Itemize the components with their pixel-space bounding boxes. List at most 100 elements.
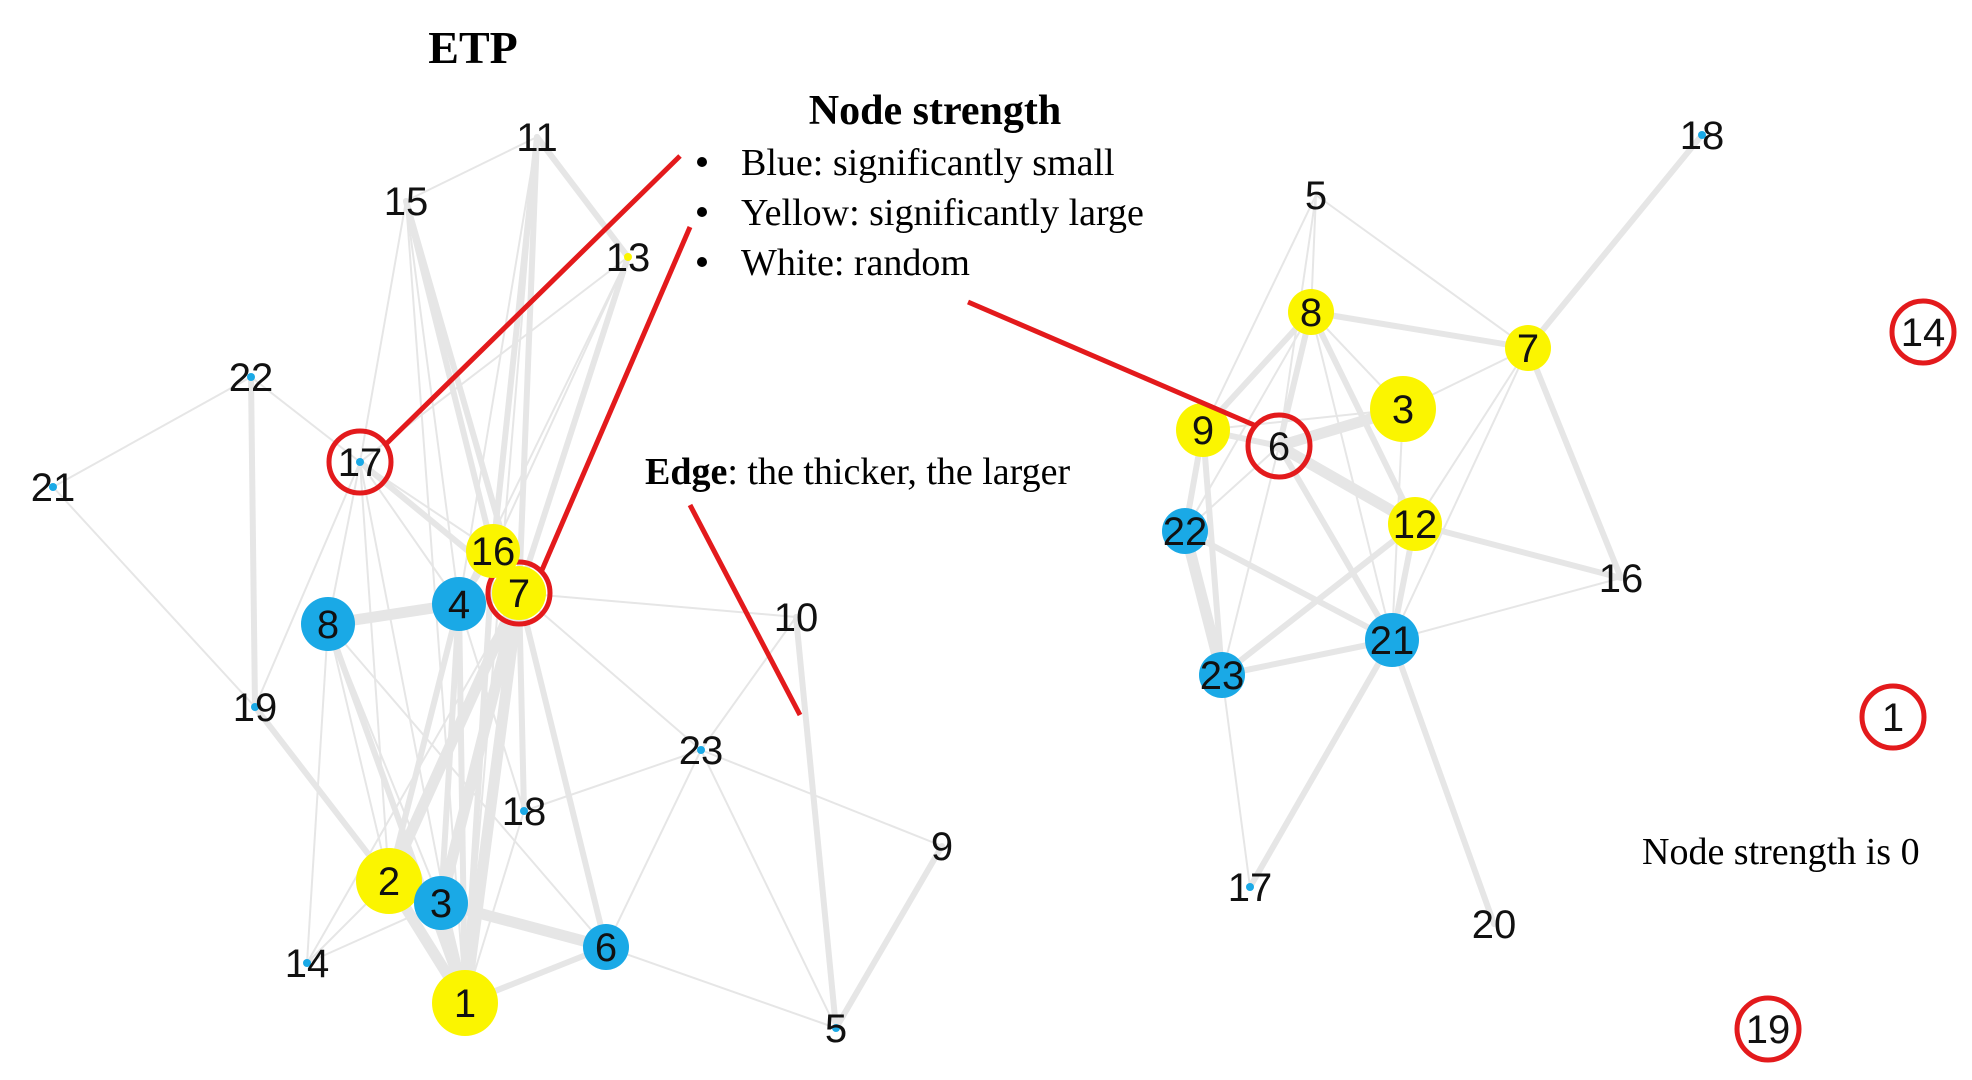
right-node-3-label: 3 (1392, 388, 1414, 432)
right-edge-5-7 (1315, 194, 1529, 349)
left-edge-4-11 (458, 136, 538, 605)
left-edge-17-22 (250, 376, 361, 463)
left-edge-7-11 (516, 134, 540, 596)
left-edge-6-23 (605, 749, 702, 948)
left-edge-19-22 (248, 374, 258, 710)
left-node-10-label: 10 (774, 596, 819, 640)
right-node-21: 21 (1365, 613, 1419, 667)
left-node-16: 16 (466, 524, 520, 578)
left-node-7-label: 7 (508, 572, 530, 616)
left-edge-2-17 (359, 461, 390, 882)
left-edge-23-5 (700, 749, 837, 1029)
left-edge-1-8 (325, 621, 468, 1006)
right-edge-22-21 (1182, 528, 1395, 643)
right-edge-9-23 (1200, 427, 1225, 678)
right-node-8: 8 (1288, 289, 1334, 335)
left-node-4-label: 4 (448, 583, 470, 627)
legend-bullet-blue (697, 157, 707, 167)
left-edge-4-18 (458, 603, 525, 812)
annotation-pointers (382, 154, 1255, 717)
legend: Node strength Blue: significantly small … (697, 88, 1144, 284)
right-node-5: 5 (1305, 174, 1327, 218)
right-node-8-label: 8 (1300, 291, 1322, 335)
right-edge-6-23 (1221, 445, 1280, 676)
left-edge-3-6 (435, 897, 612, 953)
left-edge-5-9 (833, 843, 945, 1031)
edge-note: Edge: the thicker, the larger (645, 451, 1071, 493)
left-edge-16-13 (492, 256, 629, 552)
left-node-2: 2 (356, 848, 422, 914)
left-node-7-marker (492, 566, 546, 620)
left-node-2-marker (356, 848, 422, 914)
left-node-14: 14 (285, 942, 330, 986)
right-node-23-label: 23 (1200, 654, 1245, 698)
legend-bullet-yellow (697, 207, 707, 217)
left-node-7-highlight-ring (485, 559, 553, 627)
right-edge-9-3 (1202, 408, 1404, 431)
left-node-10: 10 (774, 596, 819, 640)
left-node-16-marker (466, 524, 520, 578)
right-node-21-marker (1365, 613, 1419, 667)
right-node-20: 20 (1472, 903, 1517, 947)
left-node-13: 13 (606, 236, 651, 280)
isolated-node-19-label: 19 (1746, 1008, 1791, 1052)
left-edge-22-21 (52, 376, 252, 488)
right-node-12-label: 12 (1393, 503, 1438, 547)
left-edge-6-5 (605, 946, 837, 1029)
left-node-14-label: 14 (285, 942, 330, 986)
left-node-17-highlight-ring (326, 428, 394, 496)
isolated-node-14-label: 14 (1901, 311, 1946, 355)
left-edge-2-4 (386, 601, 462, 884)
left-edge-2-19 (252, 704, 392, 884)
left-node-6: 6 (583, 924, 629, 970)
left-node-6-marker (583, 924, 629, 970)
left-node-4: 4 (432, 577, 486, 631)
left-node-5-label: 5 (825, 1007, 847, 1051)
right-node-22: 22 (1162, 508, 1208, 554)
right-node-9: 9 (1176, 403, 1230, 457)
left-edge-4-15 (405, 200, 460, 605)
isolated-node-14: 14 (1889, 298, 1957, 366)
left-edge-15-11 (405, 136, 538, 202)
left-edge-10-5 (793, 614, 839, 1031)
right-node-6-highlight-ring (1245, 412, 1313, 480)
left-node-13-marker (624, 253, 632, 261)
left-node-23-label: 23 (679, 729, 724, 773)
isolated-node-1-label: 1 (1882, 696, 1904, 740)
left-node-5: 5 (825, 1007, 847, 1051)
left-edge-17-19 (254, 461, 361, 708)
left-node-3: 3 (414, 876, 468, 930)
right-node-17-marker (1246, 883, 1254, 891)
legend-item-white: White: random (741, 242, 970, 284)
left-node-17-label: 17 (338, 441, 383, 485)
isolated-node-1-ring (1859, 683, 1927, 751)
left-node-16-label: 16 (471, 530, 516, 574)
right-node-8-marker (1288, 289, 1334, 335)
left-node-3-marker (414, 876, 468, 930)
left-node-18-marker (520, 807, 528, 815)
right-node-17: 17 (1228, 866, 1273, 910)
left-node-19: 19 (233, 686, 278, 730)
right-node-7-marker (1505, 325, 1551, 371)
edge-note-bold: Edge (645, 451, 727, 493)
isolated-node-19: 19 (1734, 995, 1802, 1063)
right-edge-7-16 (1525, 345, 1624, 581)
left-node-21-marker (49, 483, 57, 491)
left-edge-23-18 (523, 749, 702, 812)
left-edge-21-19 (52, 486, 256, 708)
right-node-7-label: 7 (1517, 327, 1539, 371)
right-node-18-marker (1698, 131, 1706, 139)
left-edge-16-15 (403, 198, 496, 554)
left-node-2-label: 2 (378, 860, 400, 904)
left-node-21: 21 (31, 466, 76, 510)
right-node-7: 7 (1505, 325, 1551, 371)
left-node-22-marker (247, 373, 255, 381)
left-node-17: 17 (326, 428, 394, 496)
left-node-21-label: 21 (31, 466, 76, 510)
left-node-19-label: 19 (233, 686, 278, 730)
left-node-8: 8 (301, 597, 355, 651)
left-edge-23-10 (700, 616, 797, 751)
right-edge-21-16 (1391, 577, 1622, 641)
